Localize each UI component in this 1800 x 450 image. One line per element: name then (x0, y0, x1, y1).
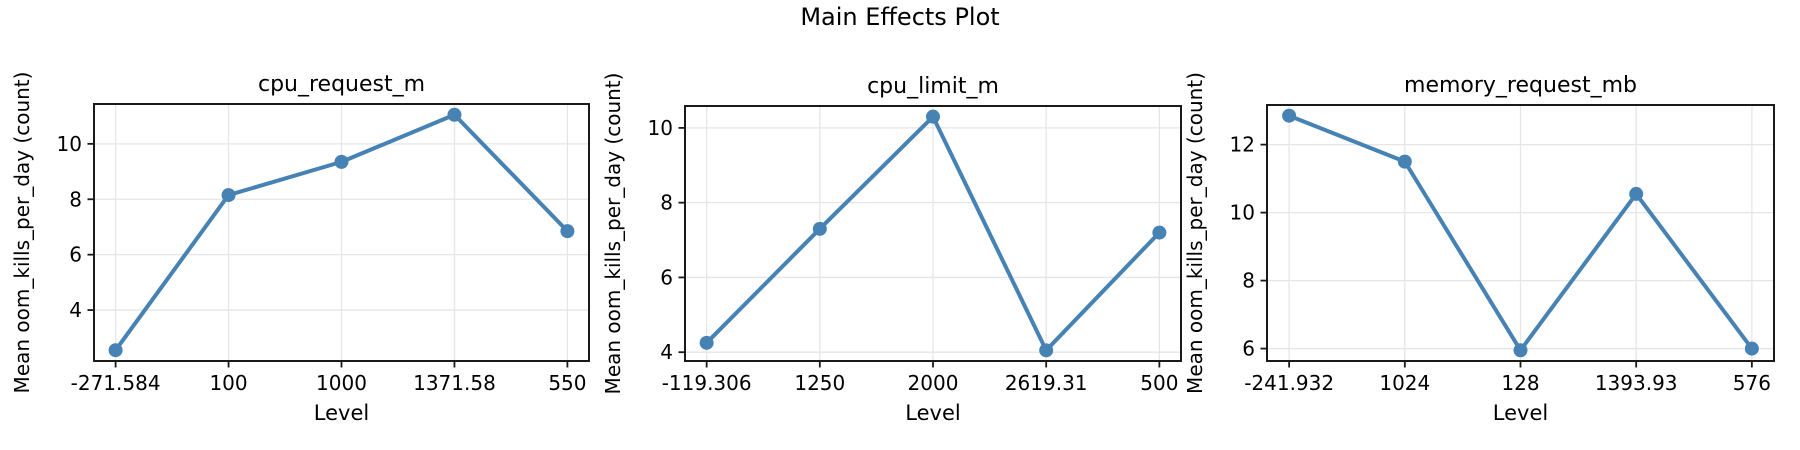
y-tick-label: 10 (648, 116, 673, 140)
data-point-marker (447, 107, 462, 122)
x-tick-label: -119.306 (662, 371, 752, 395)
data-point-marker (1744, 341, 1759, 356)
data-point-marker (1282, 108, 1297, 123)
x-tick-label: 2619.31 (1005, 371, 1088, 395)
data-point-marker (1152, 225, 1167, 240)
x-tick-label: -241.932 (1244, 371, 1334, 395)
y-tick-label: 8 (660, 191, 673, 215)
x-tick-label: -271.584 (71, 371, 161, 395)
data-point-marker (699, 335, 714, 350)
figure-title: Main Effects Plot (800, 3, 1000, 31)
y-tick-label: 12 (1230, 133, 1255, 157)
chart-canvas: -271.584 100 1000 1371.58 550 4 6 8 10 cpu_reques… (10, 72, 590, 425)
chart-canvas: -119.306 1250 2000 2619.31 500 4 6 8 10 cpu_limit… (601, 73, 1182, 425)
data-point-marker (1039, 343, 1054, 358)
data-point-marker (1629, 186, 1644, 201)
data-point-marker (560, 224, 575, 239)
chart-canvas: -241.932 1024 128 1393.93 576 6 8 10 12 memory_re… (1183, 72, 1775, 425)
x-tick-label: 128 (1501, 371, 1539, 395)
y-tick-label: 4 (69, 298, 82, 322)
x-axis-label: Level (1493, 401, 1548, 425)
x-tick-label: 1250 (794, 371, 845, 395)
data-point-marker (812, 221, 827, 236)
x-axis-label: Level (314, 401, 369, 425)
data-point-marker (926, 109, 940, 124)
x-tick-label: 500 (1140, 371, 1178, 395)
y-tick-label: 6 (1242, 337, 1255, 361)
axes-frame (1266, 104, 1775, 362)
subplot-cpu-limit-m: -119.306 1250 2000 2619.31 500 4 6 8 10 cpu_limit… (601, 73, 1182, 425)
subplot-title: memory_request_mb (1404, 73, 1637, 98)
axes-frame (684, 105, 1182, 362)
subplot-title: cpu_request_m (258, 72, 425, 97)
y-axis-label: Mean oom_kills_per_day (count) (10, 72, 34, 394)
x-tick-label: 100 (209, 371, 247, 395)
data-point-marker (1513, 343, 1528, 358)
subplot-cpu-request-m: -271.584 100 1000 1371.58 550 4 6 8 10 cpu_reques… (10, 72, 590, 425)
x-tick-label: 1393.93 (1595, 371, 1678, 395)
y-tick-label: 8 (1242, 269, 1255, 293)
data-point-marker (108, 343, 123, 358)
x-axis-label: Level (905, 401, 960, 425)
y-tick-label: 6 (69, 243, 82, 267)
data-point-marker (334, 154, 349, 169)
x-tick-label: 550 (548, 371, 586, 395)
x-tick-label: 1371.58 (413, 371, 496, 395)
y-tick-label: 6 (660, 265, 673, 289)
y-tick-label: 8 (69, 187, 82, 211)
axes-frame (93, 103, 590, 362)
x-tick-label: 576 (1733, 371, 1771, 395)
subplot-title: cpu_limit_m (867, 74, 999, 99)
x-tick-label: 2000 (908, 371, 959, 395)
y-tick-label: 10 (57, 132, 82, 156)
y-tick-label: 4 (660, 340, 673, 364)
x-tick-label: 1024 (1379, 371, 1430, 395)
y-axis-label: Mean oom_kills_per_day (count) (601, 73, 625, 395)
subplot-memory-request-mb: -241.932 1024 128 1393.93 576 6 8 10 12 memory_re… (1183, 72, 1775, 425)
x-tick-label: 1000 (316, 371, 367, 395)
y-tick-label: 10 (1230, 201, 1255, 225)
data-point-marker (221, 188, 236, 203)
y-axis-label: Mean oom_kills_per_day (count) (1183, 72, 1207, 394)
data-point-marker (1397, 154, 1412, 169)
